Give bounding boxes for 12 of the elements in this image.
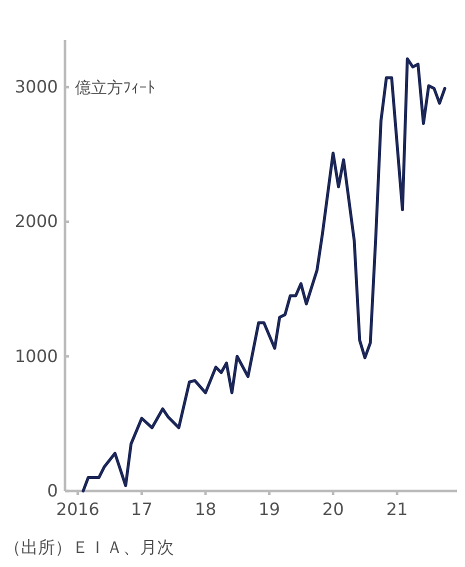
y-axis-title: 億立方ﾌｨｰﾄ bbox=[75, 78, 155, 98]
y-tick-label: 1000 bbox=[14, 346, 58, 367]
x-tick-label: 18 bbox=[194, 500, 216, 520]
text: （出所）ＥＩＡ、月次 bbox=[4, 538, 174, 558]
x-tick-label: 17 bbox=[130, 500, 153, 520]
y-tick-label: 3000 bbox=[14, 78, 58, 98]
x-tick-label: 19 bbox=[258, 500, 280, 520]
x-tick-label: 21 bbox=[386, 500, 408, 520]
x-tick-label: 2016 bbox=[56, 500, 100, 520]
y-tick-label: 2000 bbox=[14, 212, 58, 232]
y-tick-label: 0 bbox=[47, 481, 58, 502]
x-tick-label: 20 bbox=[322, 500, 344, 520]
